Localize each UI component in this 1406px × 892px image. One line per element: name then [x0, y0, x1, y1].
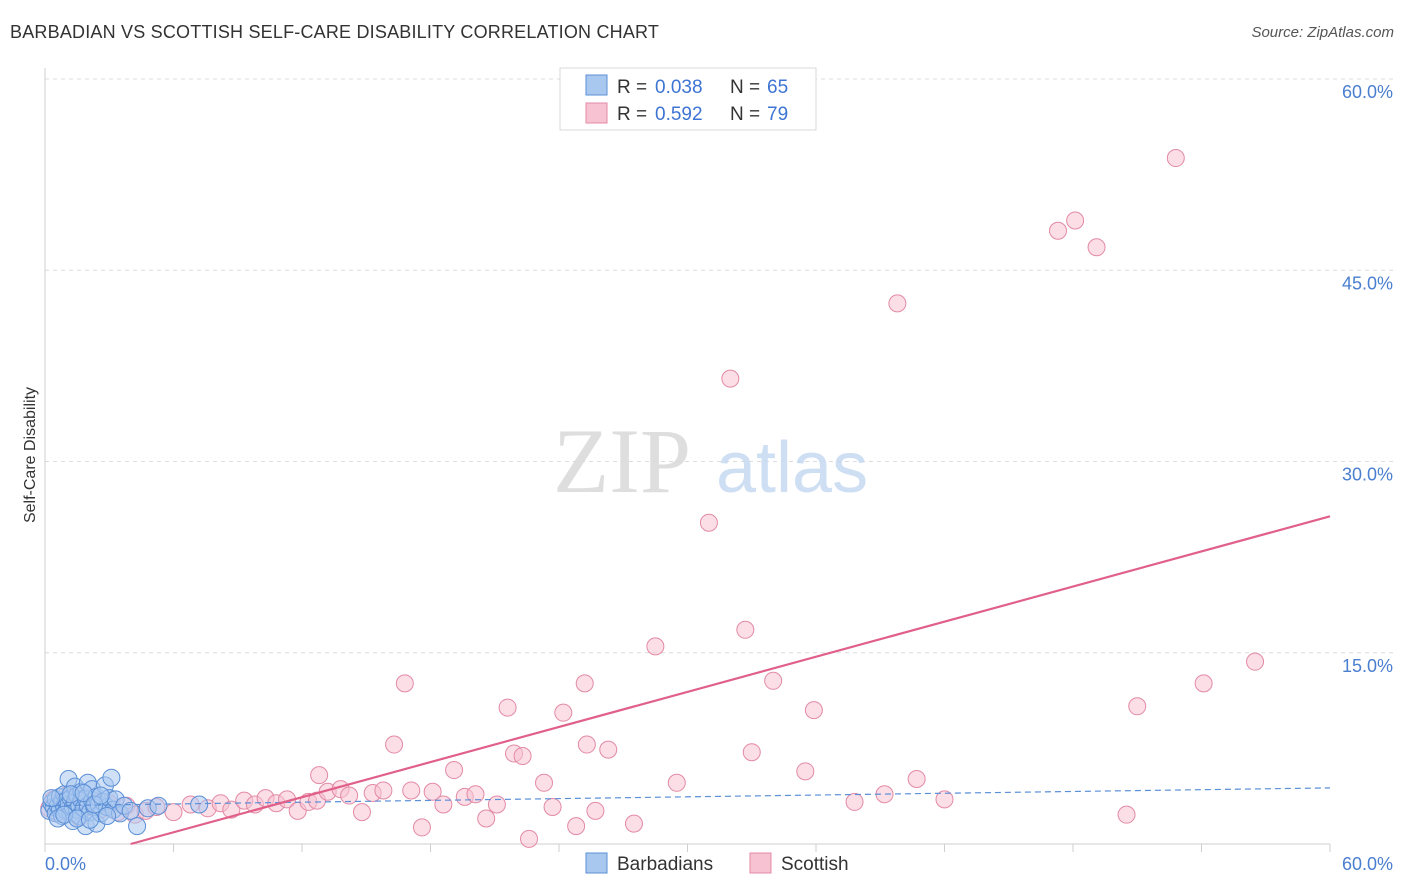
watermark-atlas: atlas [716, 428, 868, 508]
scottish-point [395, 674, 414, 693]
scottish-point [554, 703, 573, 722]
scottish-point [543, 798, 562, 817]
legend-swatch-scottish [585, 102, 608, 124]
barbadian-point [102, 768, 121, 787]
legend-r-label-0: R = [617, 77, 647, 98]
bottom-legend-swatch-barbadian [585, 852, 608, 874]
grid-lines [45, 78, 1393, 654]
scottish-point [1049, 221, 1068, 240]
scottish-point [402, 781, 421, 800]
scottish-point [575, 674, 594, 693]
scottish-point [577, 735, 596, 754]
barbadian-points [40, 768, 209, 836]
scottish-point [477, 809, 496, 828]
barbadian-point [190, 795, 209, 814]
barbadian-point [42, 789, 61, 808]
legend-n-value-1: 79 [767, 104, 788, 125]
scottish-point [466, 785, 485, 804]
scottish-point [374, 781, 393, 800]
scottish-point [667, 773, 686, 792]
source-label: Source: ZipAtlas.com [1251, 24, 1394, 41]
scottish-point [434, 795, 453, 814]
scottish-points [40, 149, 1265, 848]
scottish-point [1166, 149, 1185, 168]
legend-r-value-0: 0.038 [655, 77, 703, 98]
y-tick-label: 60.0% [1342, 82, 1393, 102]
scottish-point [586, 801, 605, 820]
x-tick-marks [44, 844, 1331, 852]
legend-r-value-1: 0.592 [655, 104, 703, 125]
barbadian-point [98, 806, 117, 825]
scottish-point [646, 637, 665, 656]
scottish-point [907, 769, 926, 788]
x-tick-label-1: 60.0% [1342, 854, 1393, 874]
scottish-point [352, 803, 371, 822]
scottish-point [721, 369, 740, 388]
y-tick-label: 45.0% [1342, 273, 1393, 293]
y-axis-label: Self-Care Disability [22, 387, 39, 523]
scottish-point [412, 818, 431, 837]
scottish-point [599, 740, 618, 759]
barbadian-point [91, 786, 110, 805]
scottish-point [1246, 652, 1265, 671]
legend-n-value-0: 65 [767, 77, 788, 98]
scottish-point [340, 786, 359, 805]
scottish-point [567, 817, 586, 836]
scottish-point [1066, 211, 1085, 230]
scottish-point [1117, 805, 1136, 824]
scottish-point [535, 773, 554, 792]
scottish-point [310, 766, 329, 785]
scottish-point [888, 294, 907, 313]
y-tick-label: 30.0% [1342, 465, 1393, 485]
scottish-point [935, 790, 954, 809]
bottom-legend-label-scottish: Scottish [781, 854, 849, 875]
watermark-zip: ZIP [553, 410, 691, 512]
legend-swatch-barbadian [585, 74, 608, 96]
legend-r-label-1: R = [617, 104, 647, 125]
scottish-point [445, 761, 464, 780]
scottish-point [845, 792, 864, 811]
scottish-point [498, 698, 517, 717]
bottom-legend-swatch-scottish [749, 852, 772, 874]
legend-n-label-1: N = [730, 104, 760, 125]
scottish-point [1128, 697, 1147, 716]
legend-n-label-0: N = [730, 77, 760, 98]
barbadian-point [149, 796, 168, 815]
x-tick-label-0: 0.0% [45, 854, 86, 874]
scottish-point [796, 762, 815, 781]
scottish-point [742, 743, 761, 762]
scottish-point [624, 814, 643, 833]
legend-box: R = 0.038 N = 65 R = 0.592 N = 79 [559, 67, 817, 131]
barbadian-point [121, 801, 140, 820]
scottish-point [1087, 238, 1106, 257]
scottish-point [764, 671, 783, 690]
scottish-point [804, 701, 823, 720]
y-tick-label: 15.0% [1342, 656, 1393, 676]
scottish-point [487, 795, 506, 814]
scottish-point [222, 800, 241, 819]
scottish-trend-line [130, 515, 1331, 846]
scottish-point [736, 620, 755, 639]
barbadian-point [80, 810, 99, 829]
barbadian-trend-line [44, 787, 1331, 807]
scottish-point [423, 782, 442, 801]
scottish-point [520, 829, 539, 848]
barbadian-point [74, 784, 93, 802]
scottish-point [1194, 674, 1213, 693]
barbadian-point [128, 817, 147, 836]
chart-title: BARBADIAN VS SCOTTISH SELF-CARE DISABILI… [10, 22, 660, 42]
scottish-point [164, 803, 183, 822]
scottish-point [385, 735, 404, 754]
scottish-point [699, 513, 718, 532]
scottish-point [513, 747, 532, 766]
bottom-legend: Barbadians Scottish [585, 852, 849, 875]
y-tick-labels: 15.0% 30.0% 45.0% 60.0% [1342, 82, 1393, 676]
bottom-legend-label-barbadian: Barbadians [617, 854, 713, 875]
